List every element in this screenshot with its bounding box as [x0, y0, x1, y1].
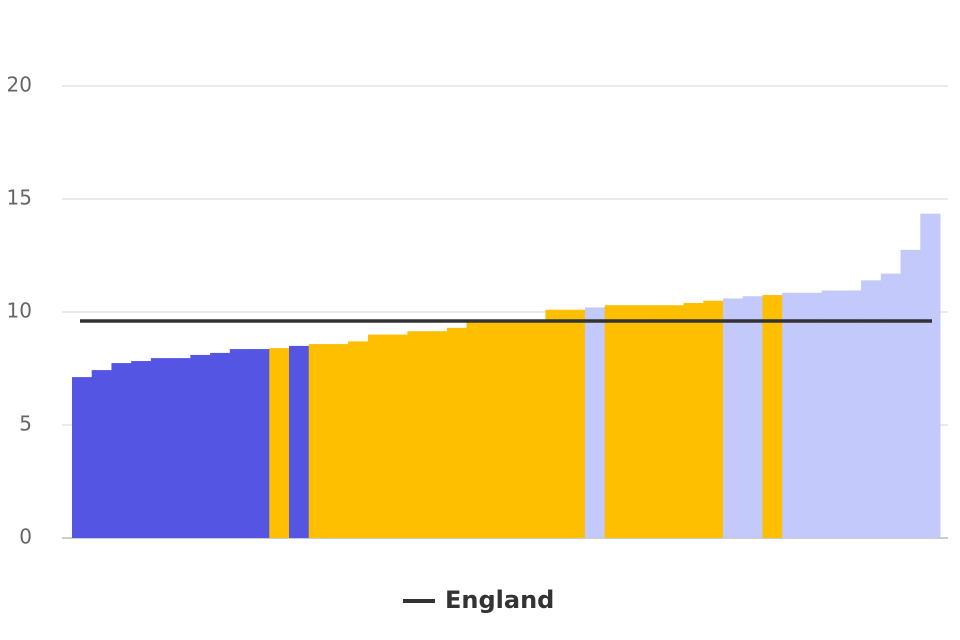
bar: [821, 290, 842, 538]
y-tick-label: 15: [7, 186, 32, 210]
bar: [742, 296, 763, 538]
bar: [644, 305, 665, 538]
bar: [525, 322, 546, 538]
bar: [91, 370, 112, 538]
bar: [565, 309, 586, 538]
bar: [762, 295, 783, 538]
bar: [545, 309, 566, 538]
bar: [663, 305, 685, 538]
bar: [506, 322, 527, 538]
bar: [683, 302, 704, 538]
bar: [170, 358, 191, 538]
y-tick-label: 0: [19, 525, 32, 549]
legend-label: England: [445, 586, 554, 614]
bar: [269, 348, 290, 538]
bar: [861, 280, 882, 538]
bar: [249, 349, 270, 538]
y-tick-label: 10: [7, 299, 32, 323]
bar: [190, 354, 211, 538]
bar: [446, 327, 468, 538]
y-tick-label: 5: [19, 412, 32, 436]
bar: [407, 331, 428, 538]
bar: [801, 292, 823, 538]
bar: [624, 305, 645, 538]
bar: [229, 349, 251, 538]
bars: [72, 213, 941, 538]
bar: [367, 334, 389, 538]
bar: [486, 322, 507, 538]
bar: [387, 334, 408, 538]
bar: [584, 307, 606, 538]
bar: [782, 292, 803, 538]
bar: [111, 363, 132, 538]
bar: [289, 345, 310, 538]
bar: [466, 322, 487, 538]
bar: [723, 298, 744, 538]
bar: [427, 331, 448, 538]
bar: [131, 361, 152, 538]
bar: [604, 305, 625, 538]
bar: [880, 273, 902, 538]
bar: [328, 344, 349, 538]
bar: [920, 213, 941, 538]
bar: [900, 249, 921, 538]
bar: [72, 377, 93, 538]
bar: [308, 344, 329, 538]
bar: [841, 290, 862, 538]
bar: [210, 352, 231, 538]
y-tick-label: 20: [7, 73, 32, 97]
legend: England: [403, 586, 554, 614]
bar: [150, 358, 172, 538]
bar: [703, 300, 724, 538]
bar: [348, 341, 369, 538]
